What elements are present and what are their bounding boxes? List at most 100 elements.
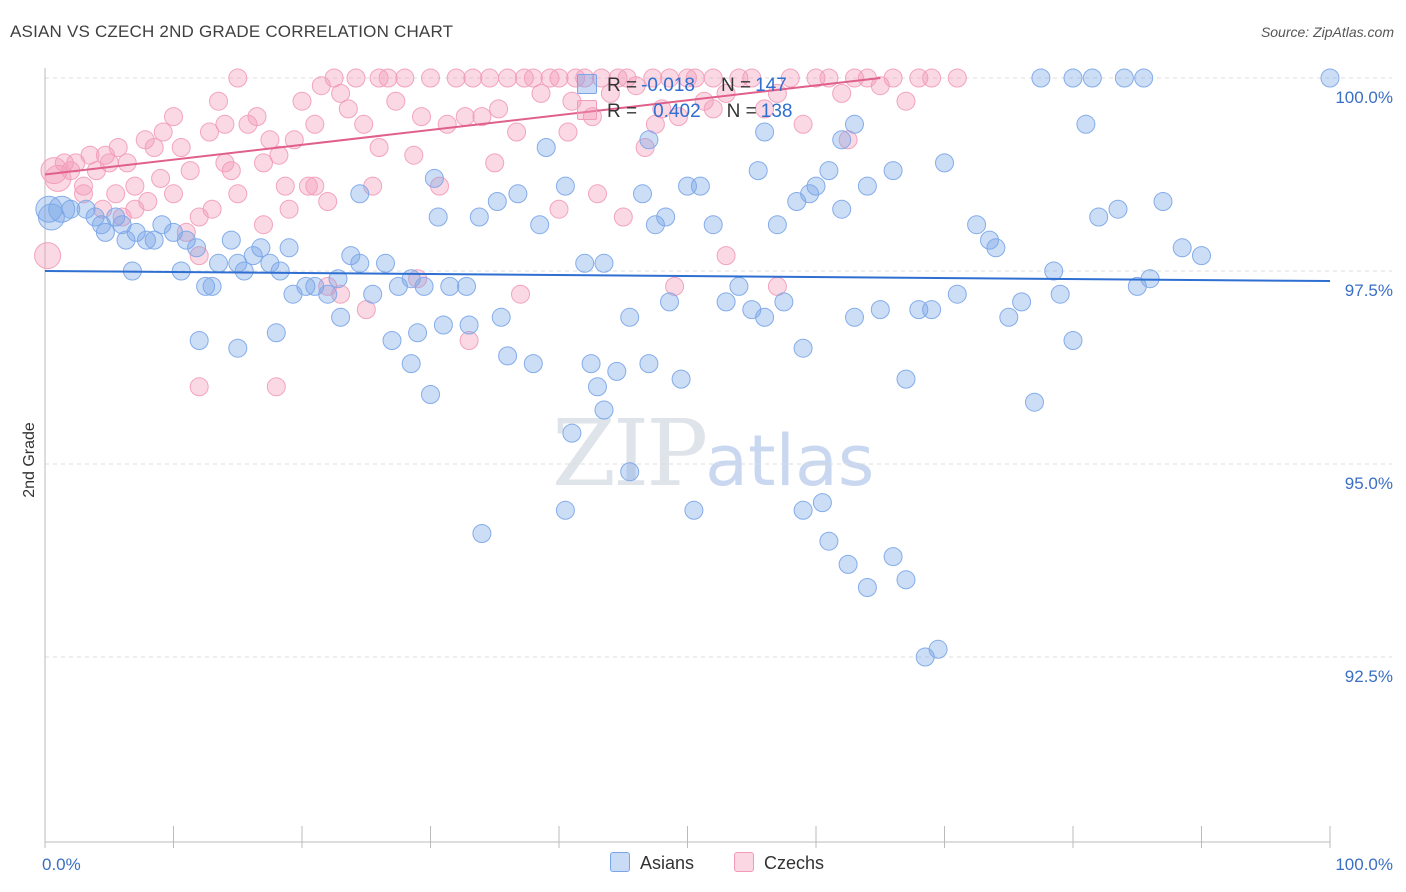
asians-point (819, 161, 839, 181)
czechs-point (354, 114, 374, 134)
czechs-point (228, 68, 248, 88)
czechs-point (254, 215, 273, 235)
legend-r-label: R = (607, 75, 638, 96)
czechs-point (463, 68, 483, 88)
asians-point (85, 207, 105, 227)
legend-r-label: R = (607, 101, 638, 122)
asians-point (363, 284, 383, 304)
czechs-point (437, 114, 457, 134)
czechs-point (266, 377, 286, 397)
czechs-point (144, 138, 164, 157)
asians-point (562, 423, 582, 443)
asians-point (620, 307, 640, 327)
asians-point (228, 338, 248, 358)
asians-point (106, 207, 126, 227)
asians-point (196, 276, 216, 296)
asians-point (947, 284, 967, 304)
asians-point (126, 222, 146, 242)
asians-point (189, 331, 209, 350)
x-tick-label: 100.0% (1335, 855, 1393, 874)
czechs-point (247, 107, 267, 127)
asians-point (491, 307, 511, 327)
asians-point (639, 354, 659, 374)
asians-point (95, 222, 115, 242)
legend-n-label: N = (720, 75, 752, 96)
asians-point (581, 354, 601, 374)
asians-point (1044, 261, 1064, 281)
asians-point (645, 215, 665, 235)
czechs-point (485, 153, 505, 173)
czechs-point (164, 107, 183, 127)
legend-label-asians: Asians (640, 853, 695, 873)
asians-point (1031, 68, 1051, 88)
x-tick-label: 0.0% (42, 855, 81, 874)
asians-point (424, 168, 444, 188)
asians-point (594, 253, 614, 273)
axis-labels: 92.5% 95.0% 97.5% 100.0% 0.0% 100.0% 2nd Grade (21, 88, 1393, 874)
czechs-point (669, 107, 688, 127)
asians-point (620, 462, 640, 482)
legend-n-label: N = (726, 101, 757, 122)
czechs-point (221, 161, 241, 181)
czechs-point (523, 68, 543, 88)
asians-point (408, 323, 428, 343)
legend-item-asians[interactable]: Asians (610, 852, 694, 874)
czechs-point (626, 76, 646, 96)
asians-point (555, 176, 575, 196)
legend-row-asians: R = -0.018 N = 147 (577, 74, 787, 98)
asians-point (1050, 284, 1070, 304)
legend-swatch-asians (577, 74, 597, 94)
czechs-point (106, 184, 126, 204)
asians-point (986, 238, 1006, 258)
czechs-point (395, 68, 415, 88)
czechs-point (209, 91, 228, 111)
czechs-point (947, 68, 967, 88)
asians-point (433, 315, 453, 335)
czechs-point (378, 68, 398, 88)
asians-point (594, 400, 614, 420)
asians-point (870, 300, 890, 320)
asians-point (498, 346, 518, 366)
y-tick-label: 97.5% (1345, 281, 1393, 300)
asians-point (187, 238, 207, 258)
asians-point (838, 554, 858, 574)
czechs-point (793, 114, 813, 134)
asians-point (755, 122, 775, 142)
asians-point (144, 230, 164, 250)
czechs-point (331, 284, 351, 304)
asians-point (690, 176, 710, 196)
asians-point (152, 215, 172, 235)
asians-point (656, 207, 676, 227)
asians-point (469, 207, 489, 227)
asians-point (774, 292, 794, 312)
asians-point (999, 307, 1019, 327)
czechs-point (489, 99, 509, 119)
asians-point (523, 354, 543, 374)
watermark-atlas: atlas (705, 420, 875, 502)
asians-point (555, 500, 575, 520)
czechs-point (742, 68, 762, 88)
legend-swatch-asians (610, 852, 630, 872)
asians-point (607, 361, 627, 381)
asians-point (536, 138, 556, 157)
czechs-point (498, 68, 518, 88)
legend-item-czechs[interactable]: Czechs (734, 852, 824, 874)
asians-point (767, 215, 787, 235)
asians-trend-line (44, 270, 1331, 283)
asians-point (883, 547, 903, 567)
czechs-point (298, 176, 318, 196)
czechs-point (755, 99, 775, 119)
czechs-point (896, 91, 916, 111)
asians-point (1108, 199, 1128, 219)
asians-point (1025, 392, 1044, 412)
asians-point (793, 500, 813, 520)
czechs-point (386, 91, 406, 111)
czechs-point (412, 107, 431, 127)
asians-point (487, 192, 507, 211)
czechs-point (74, 176, 93, 196)
czechs-point (189, 246, 209, 266)
czechs-point (455, 107, 475, 127)
asians-point (1134, 68, 1154, 88)
czechs-point (421, 68, 440, 88)
asians-point (1153, 192, 1173, 211)
